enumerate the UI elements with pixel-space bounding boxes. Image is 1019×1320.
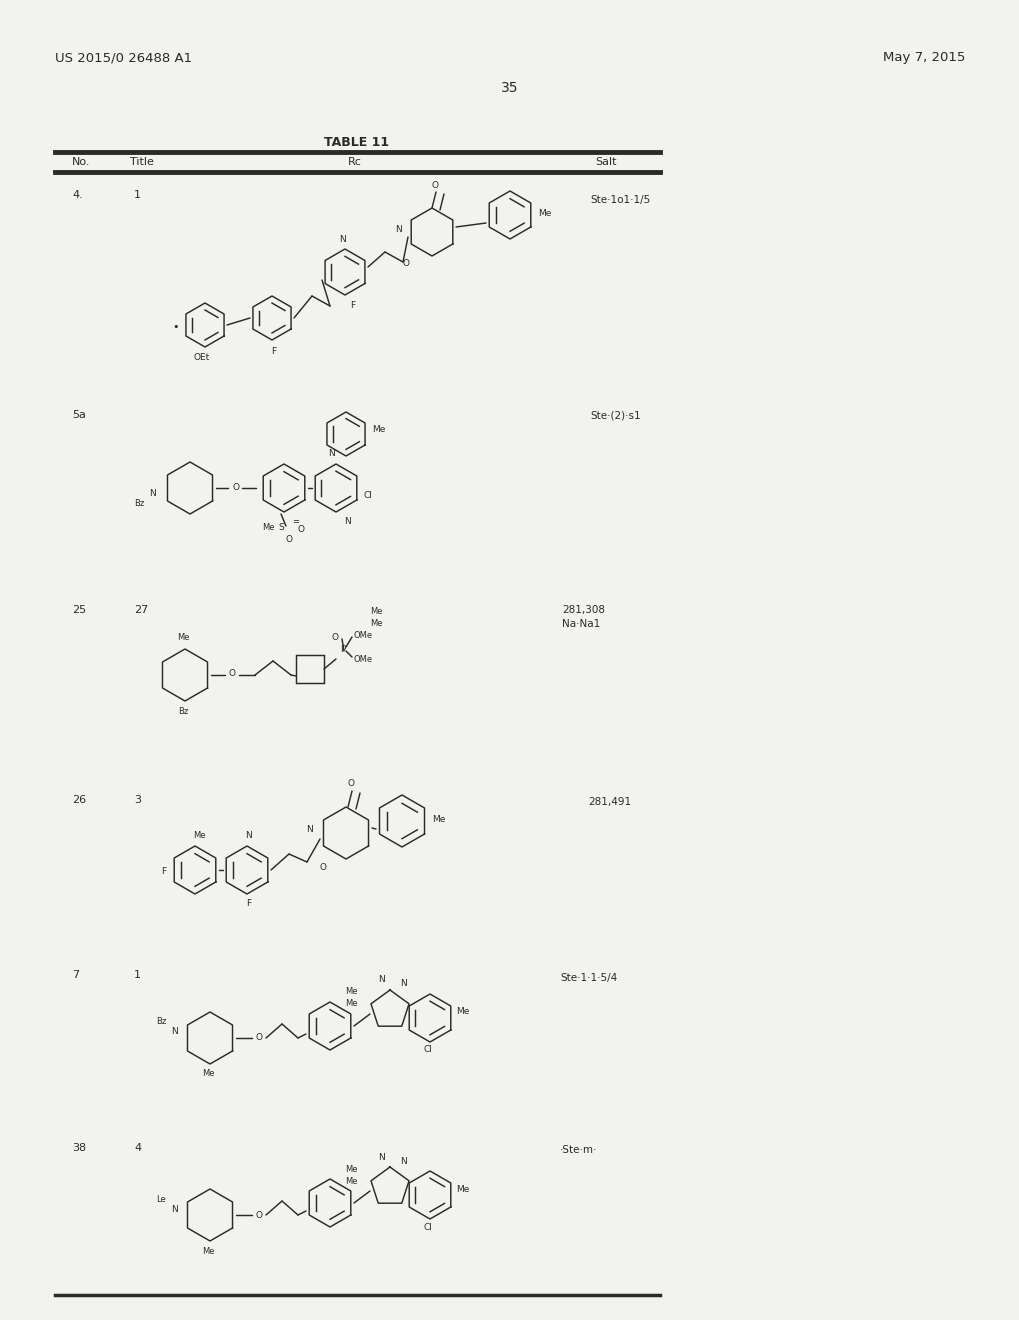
- Text: May 7, 2015: May 7, 2015: [881, 51, 964, 65]
- Text: O: O: [298, 525, 305, 535]
- Text: F: F: [351, 301, 356, 309]
- Text: Na·Na1: Na·Na1: [561, 619, 599, 630]
- Text: Ste·(2)·s1: Ste·(2)·s1: [589, 411, 640, 420]
- Text: US 2015/0 26488 A1: US 2015/0 26488 A1: [55, 51, 192, 65]
- Text: Me: Me: [370, 606, 382, 615]
- Text: N: N: [149, 490, 156, 499]
- Text: P: P: [339, 644, 345, 653]
- Text: N: N: [328, 450, 335, 458]
- Text: Me: Me: [537, 209, 551, 218]
- Text: N: N: [395, 226, 401, 235]
- Text: S: S: [278, 524, 283, 532]
- Text: N: N: [171, 1027, 178, 1036]
- Text: Me: Me: [455, 1007, 469, 1016]
- Text: Ste·1·1·5/4: Ste·1·1·5/4: [559, 973, 616, 983]
- Text: Cl: Cl: [364, 491, 373, 500]
- Text: O: O: [256, 1210, 263, 1220]
- Text: Me: Me: [262, 524, 274, 532]
- Text: Ste·1o1·1/5: Ste·1o1·1/5: [589, 195, 650, 205]
- Text: •: •: [172, 322, 178, 333]
- Text: 4.: 4.: [72, 190, 83, 201]
- Text: O: O: [256, 1034, 263, 1043]
- Text: 25: 25: [72, 605, 86, 615]
- Text: OEt: OEt: [194, 354, 210, 363]
- Text: Cl: Cl: [423, 1045, 432, 1055]
- Text: O: O: [320, 862, 327, 871]
- Text: Me: Me: [432, 814, 445, 824]
- Text: TABLE 11: TABLE 11: [324, 136, 389, 149]
- Text: F: F: [271, 346, 276, 355]
- Text: Me: Me: [370, 619, 382, 627]
- Text: 1: 1: [133, 190, 141, 201]
- Text: 27: 27: [133, 605, 148, 615]
- Text: N: N: [399, 1156, 407, 1166]
- Text: O: O: [347, 779, 355, 788]
- Text: 281,491: 281,491: [587, 797, 631, 807]
- Text: Bz: Bz: [133, 499, 144, 508]
- Text: Me: Me: [202, 1069, 214, 1078]
- Text: N: N: [378, 1152, 385, 1162]
- Text: 38: 38: [72, 1143, 86, 1152]
- Text: N: N: [378, 975, 385, 985]
- Text: Me: Me: [345, 987, 358, 997]
- Text: Le: Le: [156, 1195, 166, 1204]
- Text: F: F: [161, 867, 166, 876]
- Text: 35: 35: [500, 81, 519, 95]
- Text: O: O: [285, 536, 292, 544]
- Text: Me: Me: [372, 425, 385, 434]
- Text: Salt: Salt: [594, 157, 615, 168]
- Text: =: =: [291, 517, 299, 527]
- Text: O: O: [331, 632, 338, 642]
- Text: 7: 7: [72, 970, 79, 979]
- Text: N: N: [339, 235, 346, 243]
- Text: Me: Me: [345, 1176, 358, 1185]
- Text: N: N: [399, 979, 407, 989]
- Text: 4: 4: [133, 1143, 141, 1152]
- Text: O: O: [403, 260, 409, 268]
- Text: O: O: [232, 483, 239, 492]
- Text: O: O: [229, 669, 235, 678]
- Text: 26: 26: [72, 795, 86, 805]
- Text: F: F: [247, 899, 252, 908]
- Text: N: N: [171, 1204, 178, 1213]
- Text: Rc: Rc: [347, 157, 362, 168]
- Text: N: N: [306, 825, 313, 834]
- Text: No.: No.: [72, 157, 91, 168]
- Text: Me: Me: [193, 832, 205, 841]
- Text: 3: 3: [133, 795, 141, 805]
- Text: Cl: Cl: [423, 1222, 432, 1232]
- Text: 281,308: 281,308: [561, 605, 604, 615]
- Text: Me: Me: [455, 1184, 469, 1193]
- Text: Me: Me: [202, 1246, 214, 1255]
- Text: O: O: [431, 181, 438, 190]
- Text: ·Ste·m·: ·Ste·m·: [559, 1144, 597, 1155]
- Text: N: N: [343, 517, 351, 527]
- Text: Bz: Bz: [156, 1018, 166, 1027]
- Text: OMe: OMe: [354, 631, 373, 639]
- Text: Me: Me: [345, 999, 358, 1008]
- Text: N: N: [246, 832, 252, 841]
- Text: Title: Title: [129, 157, 154, 168]
- Text: 1: 1: [133, 970, 141, 979]
- Text: Me: Me: [345, 1164, 358, 1173]
- Text: Me: Me: [176, 632, 190, 642]
- Text: OMe: OMe: [354, 655, 373, 664]
- Bar: [296, 655, 324, 682]
- Text: Bz: Bz: [177, 706, 187, 715]
- Text: 5a: 5a: [72, 411, 86, 420]
